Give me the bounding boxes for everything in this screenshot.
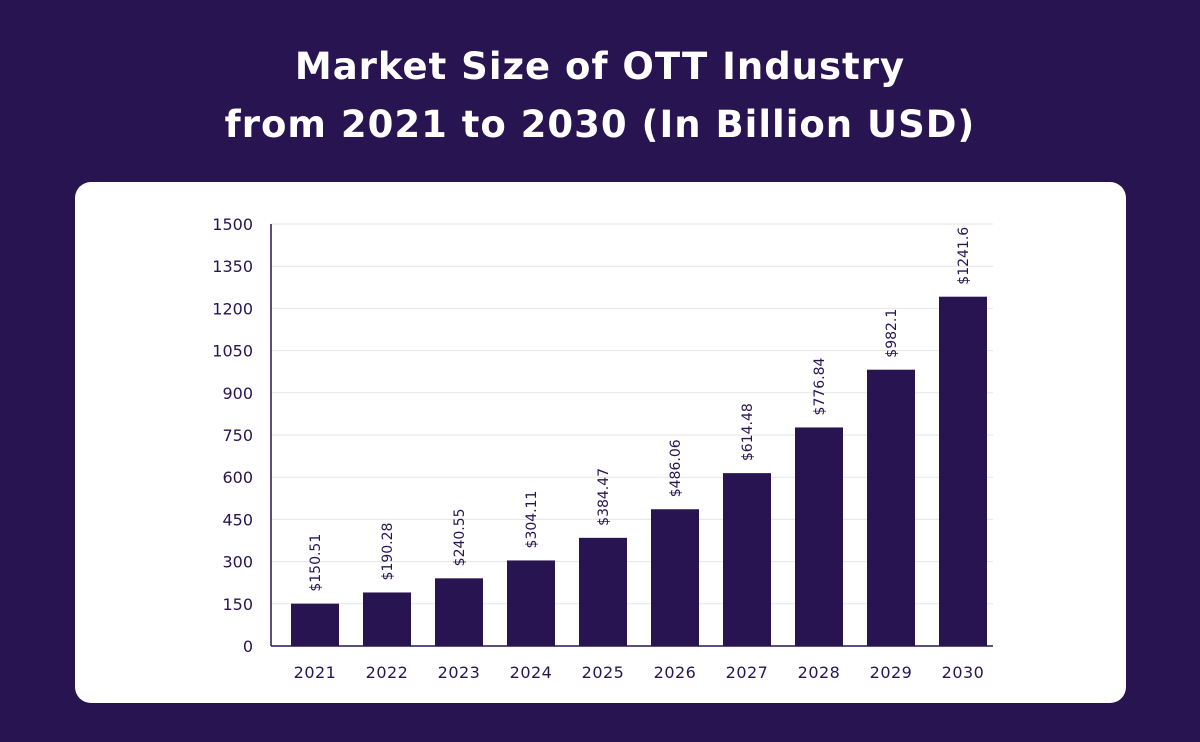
axes: 0 150 300 450 600 750 900 1050 1200 1350 1500 2021 2… — [212, 215, 993, 682]
x-tick-label: 2028 — [798, 663, 841, 682]
y-tick-label: 0 — [243, 637, 253, 656]
x-tick-label: 2027 — [726, 663, 769, 682]
bar-2029 — [867, 369, 915, 646]
data-label-2027: $614.48 — [740, 403, 756, 461]
data-label-2024: $304.11 — [524, 491, 540, 549]
y-tick-label: 1350 — [212, 257, 253, 276]
y-tick-label: 1050 — [212, 342, 253, 361]
bar-2021 — [291, 603, 339, 646]
x-tick-label: 2026 — [654, 663, 697, 682]
x-tick-label: 2022 — [366, 663, 409, 682]
data-label-2030: $1241.6 — [956, 227, 972, 285]
bars — [291, 296, 987, 646]
y-tick-label: 300 — [222, 553, 253, 572]
data-label-2021: $150.51 — [308, 534, 324, 592]
bar-2023 — [435, 578, 483, 646]
x-tick-label: 2021 — [294, 663, 337, 682]
bar-2026 — [651, 509, 699, 646]
data-label-2022: $190.28 — [380, 523, 396, 581]
y-tick-label: 900 — [222, 384, 253, 403]
y-tick-label: 1200 — [212, 299, 253, 318]
x-tick-label: 2030 — [942, 663, 985, 682]
bar-2025 — [579, 537, 627, 646]
y-tick-label: 1500 — [212, 215, 253, 234]
y-tick-label: 150 — [222, 595, 253, 614]
chart-title-line-1: Market Size of OTT Industry — [294, 45, 906, 88]
y-tick-label: 600 — [222, 468, 253, 487]
grid-lines — [271, 223, 993, 605]
y-tick-label: 450 — [222, 510, 253, 529]
bar-2028 — [795, 427, 843, 646]
bar-2024 — [507, 560, 555, 646]
bar-2022 — [363, 592, 411, 646]
data-labels: $150.51 $190.28 $240.55 $304.11 $384.47 $486.… — [308, 227, 972, 592]
data-label-2023: $240.55 — [452, 508, 468, 566]
data-label-2029: $982.1 — [884, 309, 900, 358]
data-label-2025: $384.47 — [596, 468, 612, 526]
x-tick-label: 2025 — [582, 663, 625, 682]
y-tick-label: 750 — [222, 426, 253, 445]
chart-card: $150.51 $190.28 $240.55 $304.11 $384.47 $486.… — [75, 182, 1126, 703]
chart-title: Market Size of OTT Industry from 2021 to… — [0, 38, 1200, 154]
data-label-2026: $486.06 — [668, 439, 684, 497]
bar-2027 — [723, 473, 771, 646]
bar-chart: $150.51 $190.28 $240.55 $304.11 $384.47 $486.… — [212, 215, 993, 682]
x-tick-label: 2024 — [510, 663, 553, 682]
bar-2030 — [939, 296, 987, 646]
x-tick-label: 2023 — [438, 663, 481, 682]
x-tick-label: 2029 — [870, 663, 913, 682]
chart-title-line-2: from 2021 to 2030 (In Billion USD) — [224, 103, 976, 146]
data-label-2028: $776.84 — [812, 357, 828, 415]
